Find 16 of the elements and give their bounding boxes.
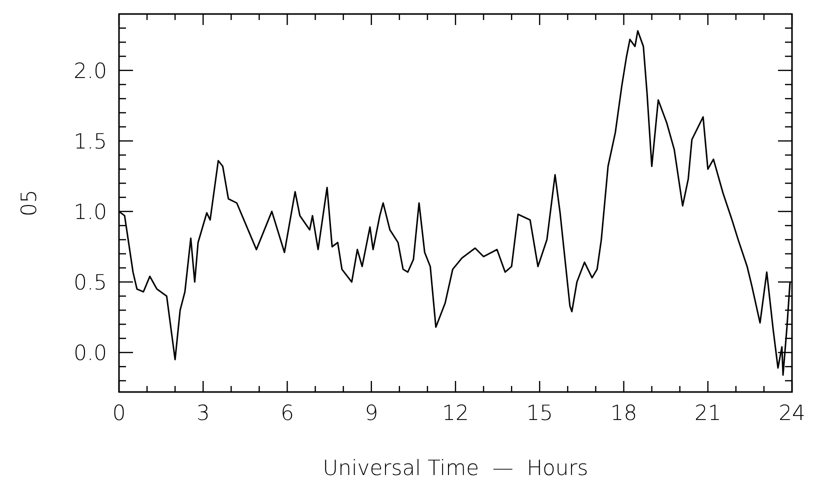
x-tick-label: 6	[280, 401, 294, 425]
y-tick-label: 1.0	[74, 200, 107, 224]
x-tick-label: 12	[442, 401, 469, 425]
x-tick-label: 18	[610, 401, 638, 425]
x-tick-label: 0	[112, 401, 126, 425]
x-tick-label: 21	[694, 401, 722, 425]
y-tick-label: 0.0	[74, 340, 107, 365]
y-tick-label: 0.5	[74, 270, 107, 294]
y-axis-title: 05	[17, 190, 41, 216]
y-tick-label: 2.0	[74, 58, 107, 83]
x-axis-title: Universal Time — Hours	[322, 456, 588, 480]
y-tick-label: 1.5	[74, 129, 107, 154]
x-tick-label: 24	[778, 401, 806, 425]
x-tick-label: 15	[526, 401, 553, 425]
x-tick-label: 3	[196, 401, 210, 425]
x-tick-label: 9	[364, 401, 378, 425]
